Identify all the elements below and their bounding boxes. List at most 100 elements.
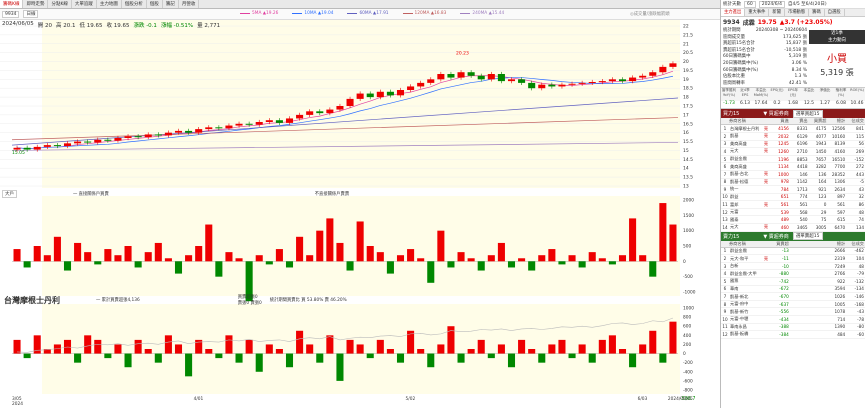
stock-code-input[interactable]: 9934 — [2, 10, 20, 18]
broker-row[interactable]: 3 美商高盛 亮 1245 6196 1943 8139 56 — [721, 141, 865, 149]
right-tab-1[interactable]: 重大事件 — [745, 9, 770, 16]
broker-row[interactable]: 7 凱基-新北 -670 1026 -146 — [721, 293, 865, 301]
broker-row[interactable]: 9 統一 784 1713 921 2634 43 — [721, 186, 865, 194]
broker-row[interactable]: 1 群益金鼎 -13 2666 -462 — [721, 248, 865, 256]
buy-select[interactable]: 選單買超15 — [792, 109, 823, 118]
stats-header: 統計天數 60 2024/6/4 自4/5 至6/4(20日) — [721, 0, 865, 9]
row-cell: 539 — [780, 209, 789, 215]
p2-bar — [346, 261, 354, 271]
broker-row[interactable]: 1 台灣摩根士丹利亮 4156 8331 4175 12506 841 — [721, 125, 865, 133]
row-cell: 12506 — [831, 126, 846, 132]
tab-0[interactable]: 籌碼K線 — [0, 0, 24, 8]
candle-body — [477, 75, 485, 80]
right-tab-5[interactable]: 自選股 — [825, 9, 845, 16]
row-cell: 1005 — [834, 301, 846, 307]
p2-bar — [639, 255, 647, 262]
broker-row[interactable]: 6 華南 -672 3594 -134 — [721, 286, 865, 294]
info-open: 開 20 — [37, 23, 52, 29]
broker-row[interactable]: 3 台新 -10 7249 48 — [721, 263, 865, 271]
broker-row[interactable]: 10 群益 651 774 123 897 32 — [721, 194, 865, 202]
candle-body — [407, 86, 415, 90]
p2-bar — [427, 261, 435, 283]
p3-bar — [568, 353, 576, 359]
row-cell: 134 — [855, 224, 864, 230]
sell-rows: 1 群益金鼎 -13 2666 -462 2 元大-和平亮 -11 2319 104 3 台新 -10 7… — [721, 248, 865, 339]
tab-2[interactable]: 分點K線 — [48, 0, 72, 8]
broker-row[interactable]: 10 元富-中壢 -434 714 -78 — [721, 316, 865, 324]
row-cell: -146 — [854, 294, 864, 300]
candle-body — [497, 74, 505, 82]
candle-body — [316, 111, 324, 114]
tab-4[interactable]: 主力地圖 — [97, 0, 122, 8]
stat-value: 8.34 % — [791, 67, 807, 73]
broker-row[interactable]: 2 凱基 亮 2032 6129 4077 10160 115 — [721, 133, 865, 141]
p3-bar — [376, 339, 384, 354]
row-cell: 國泰 — [730, 216, 739, 222]
row-cell: 561 — [837, 202, 846, 208]
row-cell: 亮 — [763, 178, 769, 184]
p2-bar — [578, 261, 586, 268]
broker-row[interactable]: 8 凱基-松德 亮 978 1142 164 1306 -5 — [721, 179, 865, 187]
tab-7[interactable]: 籌記 — [163, 0, 179, 8]
p3-bar — [649, 330, 657, 354]
sell-select[interactable]: 選單賣超15 — [792, 232, 823, 241]
ma-label: 10MA ▲19.04 — [304, 11, 334, 16]
date-select[interactable]: 2024/6/4 — [758, 0, 785, 8]
fund-value: 6.13 — [739, 101, 751, 107]
tab-6[interactable]: 個股 — [147, 0, 163, 8]
tab-5[interactable]: 個股分析 — [122, 0, 147, 8]
broker-row[interactable]: 12 元富 539 568 29 597 48 — [721, 209, 865, 217]
buy-head: 券商名稱 買進 賣出 買賣超 總計 佔成交 — [721, 118, 865, 126]
low-label: 15.05 — [12, 150, 25, 156]
p3-bar — [366, 353, 374, 359]
broker-row[interactable]: 4 群益金鼎-大甲 -880 2766 -79 — [721, 270, 865, 279]
days-select[interactable]: 60 — [744, 0, 756, 8]
row-cell: 1 — [723, 248, 727, 254]
broker-row[interactable]: 5 國票 -742 922 -132 — [721, 278, 865, 286]
candle-body — [427, 79, 435, 83]
row-cell: 亮 — [763, 201, 769, 207]
chart-area[interactable]: 22 21.5 21 20.5 20 19.5 19 18.5 18 17.5 17 16.5 16 15… — [0, 20, 720, 408]
row-cell: -11 — [781, 256, 789, 262]
right-tab-0[interactable]: 主力進出 — [721, 9, 746, 16]
broker-row[interactable]: 6 美商高盛 1134 4418 3282 7700 272 — [721, 163, 865, 171]
p3-tick: -400 — [683, 369, 693, 375]
broker-row[interactable]: 7 凱基-台北 亮 1000 146 136 28352 443 — [721, 171, 865, 179]
right-tab-4[interactable]: 籌碼 — [809, 9, 825, 16]
panel3-legend3: 賣張0 賣張0 — [237, 301, 262, 306]
tab-1[interactable]: 即時走勢 — [23, 0, 49, 8]
panel2-select[interactable]: 大戶 — [2, 190, 17, 198]
p2-bar — [386, 261, 394, 274]
info-close: 收 19.65 — [106, 23, 130, 29]
broker-row[interactable]: 11 華南永昌 -388 1390 -80 — [721, 324, 865, 332]
candle-body — [185, 130, 193, 133]
p3-bar — [356, 344, 364, 354]
row-cell: -60 — [857, 331, 864, 337]
row-cell: 1260 — [778, 148, 789, 154]
broker-row[interactable]: 8 元富-府中 -637 1005 -168 — [721, 301, 865, 309]
broker-row[interactable]: 9 凱基-新竹 -556 1078 -43 — [721, 308, 865, 316]
row-cell: 亮 — [763, 140, 769, 146]
p2-tick: 0 — [683, 259, 686, 265]
broker-row[interactable]: 12 凱基-板橋 -384 484 -60 — [721, 331, 865, 339]
broker-row[interactable]: 2 元大-和平 亮 -11 2319 104 — [721, 255, 865, 263]
broker-row[interactable]: 14 元大 亮 460 3465 3005 6470 134 — [721, 224, 865, 232]
right-tab-3[interactable]: 市場動態 — [785, 9, 810, 16]
broker-row[interactable]: 11 富邦 亮 561 561 0 561 86 — [721, 201, 865, 209]
broker-row[interactable]: 4 元大 亮 1260 2710 1450 4160 269 — [721, 148, 865, 156]
candle-body — [558, 84, 566, 87]
broker-row[interactable]: 5 群益金鼎 1196 8853 7657 16510 -152 — [721, 156, 865, 164]
interval-select[interactable]: 日線 — [23, 10, 39, 18]
tab-3[interactable]: 大單追蹤 — [72, 0, 97, 8]
p3-tick: -800 — [683, 388, 693, 394]
broker-row[interactable]: 13 國泰 489 540 75 615 74 — [721, 216, 865, 225]
right-tab-2[interactable]: 新聞 — [769, 9, 785, 16]
tab-8[interactable]: 月營收 — [179, 0, 200, 8]
row-cell: 群益金鼎 — [730, 247, 747, 253]
row-cell: 568 — [799, 209, 808, 215]
price-tick: 20.5 — [683, 50, 693, 56]
row-cell: 460 — [780, 224, 789, 230]
row-cell: 亮 — [763, 133, 769, 139]
p2-bar — [63, 261, 72, 271]
p3-bar — [114, 344, 122, 354]
